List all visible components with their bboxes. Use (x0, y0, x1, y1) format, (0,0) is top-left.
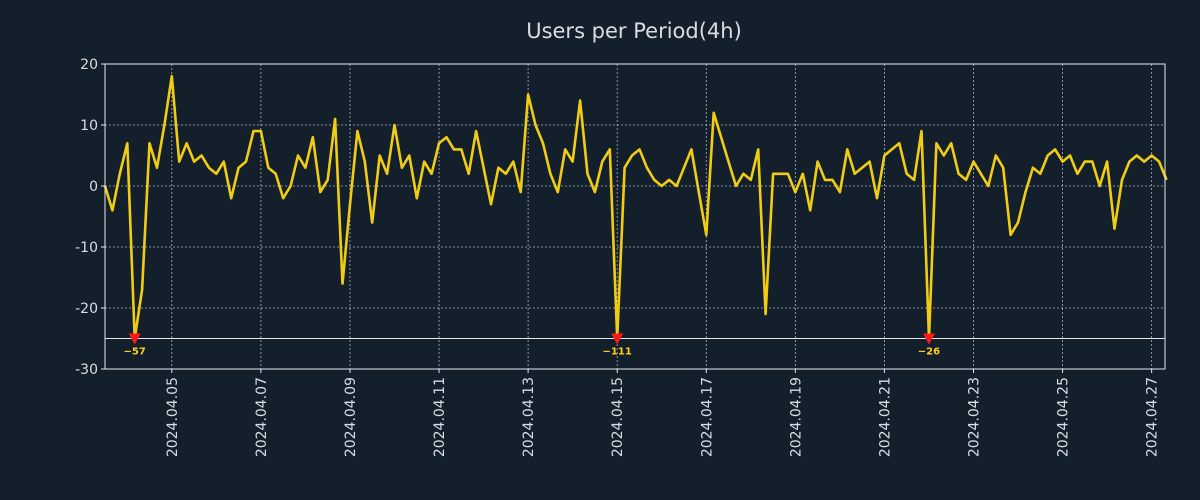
marker-label: −57 (124, 347, 146, 358)
y-tick-label: -20 (75, 301, 98, 317)
marker-label: −26 (918, 347, 940, 358)
y-tick-label: -10 (75, 240, 98, 256)
x-axis: 2024.04.05 2024.04.07 2024.04.09 2024.04.11… (165, 369, 1161, 457)
marker-group: −57 −111 −26 (124, 333, 940, 358)
y-tick-label: -30 (75, 362, 98, 378)
x-tick-label: 2024.04.21 (877, 377, 893, 457)
x-tick-label: 2024.04.15 (610, 377, 626, 457)
chart-title: Users per Period(4h) (526, 19, 742, 43)
x-tick-label: 2024.04.05 (165, 377, 181, 457)
x-tick-label: 2024.04.09 (343, 377, 359, 457)
x-tick-label: 2024.04.27 (1145, 377, 1161, 457)
x-tick-label: 2024.04.19 (788, 377, 804, 457)
x-tick-label: 2024.04.13 (521, 377, 537, 457)
x-tick-label: 2024.04.07 (254, 377, 270, 457)
y-tick-label: 10 (80, 118, 98, 134)
x-tick-label: 2024.04.17 (699, 377, 715, 457)
x-tick-label: 2024.04.23 (966, 377, 982, 457)
y-axis: 20 10 0 -10 -20 -30 (75, 57, 105, 378)
marker-label: −111 (603, 347, 632, 358)
plot-frame (104, 63, 1166, 370)
down-triangle-marker (922, 333, 935, 345)
grid (105, 64, 1165, 369)
y-tick-label: 20 (80, 57, 98, 73)
series-line (103, 74, 1168, 340)
x-tick-label: 2024.04.25 (1056, 377, 1072, 457)
y-tick-label: 0 (89, 179, 98, 195)
down-triangle-marker (128, 333, 141, 345)
series-group (103, 74, 1168, 340)
down-triangle-marker (611, 333, 624, 345)
x-tick-label: 2024.04.11 (432, 377, 448, 457)
